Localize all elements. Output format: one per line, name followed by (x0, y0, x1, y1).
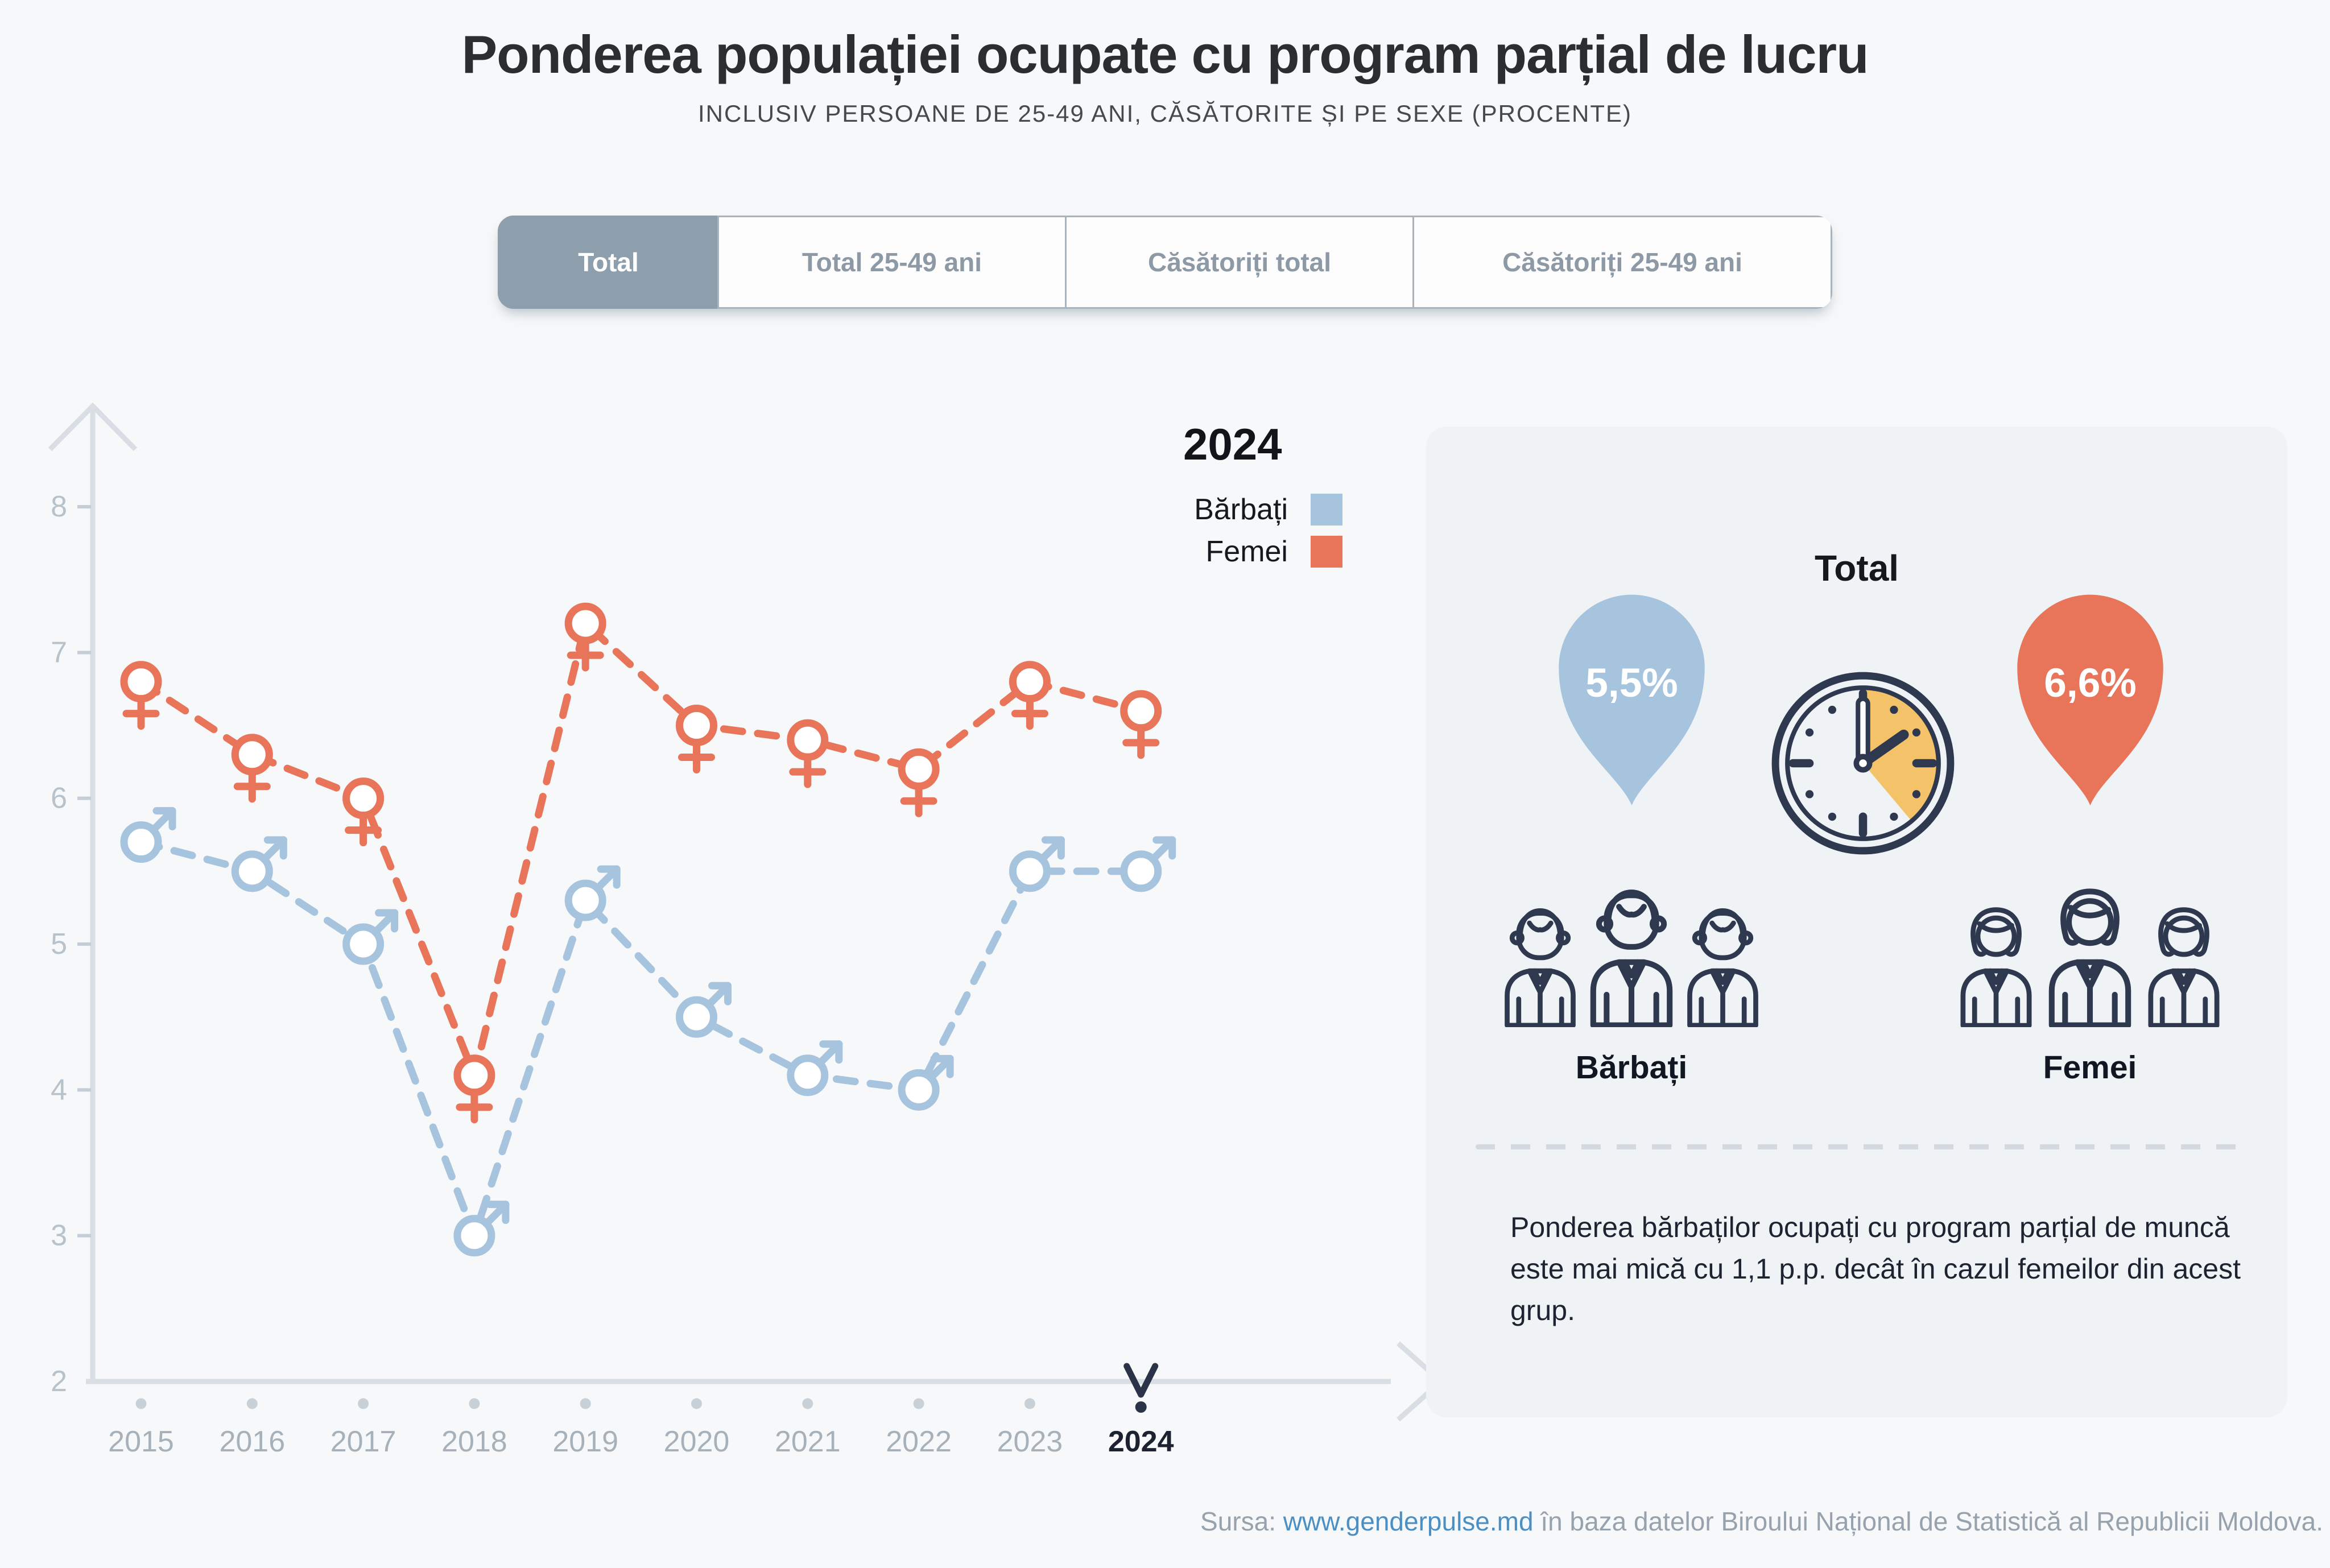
y-tick-label-5: 5 (51, 928, 67, 961)
x-year-label-2023[interactable]: 2023 (997, 1425, 1063, 1458)
tab-total[interactable]: Total (498, 216, 719, 309)
y-tick-label-4: 4 (51, 1073, 67, 1106)
marker-bărbați-2022 (898, 1054, 954, 1111)
legend-swatch-barbati-icon (1311, 494, 1342, 526)
marker-bărbați-2021 (787, 1040, 843, 1097)
women-group-icon (1951, 876, 2229, 1027)
tab-casatoriti-25-49[interactable]: Căsătoriți 25-49 ani (1412, 216, 1832, 309)
marker-femei-2019 (564, 602, 606, 672)
y-tick-label-8: 8 (51, 490, 67, 523)
tab-total-25-49[interactable]: Total 25-49 ani (717, 216, 1067, 309)
year-dot-2022[interactable] (913, 1398, 924, 1409)
marker-femei-2020 (676, 705, 717, 774)
x-year-label-2018[interactable]: 2018 (441, 1425, 507, 1458)
x-year-label-2015[interactable]: 2015 (108, 1425, 174, 1458)
y-axis-arrow-icon (48, 402, 138, 452)
source-prefix: Sursa: (1200, 1507, 1276, 1536)
year-dot-2023[interactable] (1024, 1398, 1035, 1409)
marker-bărbați-2016 (231, 836, 287, 892)
legend-label-barbati: Bărbați (1194, 493, 1288, 526)
year-dot-2016[interactable] (246, 1398, 258, 1409)
tab-casatoriti-25-49-label: Căsătoriți 25-49 ani (1502, 247, 1742, 277)
marker-femei-2015 (120, 661, 162, 730)
legend-rows: Bărbați Femei (1075, 490, 1342, 572)
clock-icon (1771, 672, 1955, 855)
x-year-label-2020[interactable]: 2020 (664, 1425, 730, 1458)
men-group-icon (1492, 876, 1771, 1027)
panel-heading: Total (1814, 548, 1899, 589)
tab-casatoriti-total[interactable]: Căsătoriți total (1065, 216, 1414, 309)
source-line: Sursa: www.genderpulse.md în baza datelo… (1200, 1506, 2323, 1537)
pin-shape-femei (2017, 594, 2163, 806)
legend-label-femei: Femei (1205, 535, 1288, 568)
header: Ponderea populației ocupate cu program p… (0, 24, 2330, 127)
year-dot-2018[interactable] (469, 1398, 480, 1409)
panel-note: Ponderea bărbaților ocupați cu program p… (1510, 1211, 2241, 1326)
y-tick-label-3: 3 (51, 1219, 67, 1252)
legend-item-femei: Femei (1075, 532, 1342, 572)
page-subtitle: INCLUSIV PERSOANE DE 25-49 ANI, CĂSĂTORI… (698, 100, 1632, 127)
page-title: Ponderea populației ocupate cu program p… (461, 24, 1869, 84)
source-link[interactable]: www.genderpulse.md (1283, 1507, 1534, 1536)
series-line-femei (137, 619, 1145, 1079)
legend-item-barbati: Bărbați (1075, 490, 1342, 529)
tab-total-label: Total (578, 247, 639, 277)
line-chart: 2 3 4 5 6 7 8 2015 2016 2017 2018 2019 2020 2021 2022 2… (48, 402, 1445, 1458)
year-dot-2017[interactable] (358, 1398, 369, 1409)
marker-bărbați-2015 (120, 807, 176, 863)
x-year-label-2017[interactable]: 2017 (331, 1425, 396, 1458)
marker-bărbați-2020 (676, 982, 732, 1038)
marker-femei-2022 (898, 748, 940, 817)
dashed-divider (1476, 1144, 2239, 1149)
marker-femei-2024 (1120, 690, 1162, 759)
y-tick-label-6: 6 (51, 782, 67, 815)
tab-casatoriti-total-label: Căsătoriți total (1147, 247, 1332, 277)
marker-bărbați-2023 (1009, 836, 1065, 892)
pin-value-femei: 6,6% (2044, 660, 2136, 706)
marker-bărbați-2018 (453, 1201, 510, 1257)
marker-femei-2017 (342, 777, 385, 847)
marker-femei-2016 (231, 734, 273, 803)
pin-value-barbati: 5,5% (1585, 660, 1678, 706)
x-year-label-2016[interactable]: 2016 (219, 1425, 285, 1458)
legend-year: 2024 (1183, 419, 1282, 469)
pin-shape-barbati (1559, 594, 1705, 806)
marker-bărbați-2017 (342, 909, 399, 965)
marker-femei-2021 (787, 719, 829, 788)
summary-panel: Total 5,5% 6,6% (1426, 427, 2287, 1417)
x-year-label-2021[interactable]: 2021 (775, 1425, 841, 1458)
x-year-label-2024[interactable]: 2024 (1108, 1425, 1174, 1458)
y-tick-label-2: 2 (51, 1365, 67, 1398)
selected-year-marker-icon (1123, 1363, 1159, 1398)
year-dot-2021[interactable] (802, 1398, 813, 1409)
y-tick-label-7: 7 (51, 636, 67, 669)
value-pin-barbati: 5,5% (1551, 590, 1713, 807)
year-dot-2019[interactable] (580, 1398, 591, 1409)
marker-bărbați-2024 (1120, 836, 1176, 892)
series-line-bărbați (137, 838, 1145, 1240)
x-year-label-2022[interactable]: 2022 (886, 1425, 952, 1458)
year-dot-2020[interactable] (691, 1398, 702, 1409)
marker-femei-2023 (1009, 661, 1051, 730)
x-year-label-2019[interactable]: 2019 (552, 1425, 618, 1458)
tab-bar: Total Total 25-49 ani Căsătoriți total C… (498, 216, 1832, 309)
chart-legend: 2024 Bărbați Femei (1075, 419, 1342, 572)
selected-year-dot (1135, 1401, 1147, 1413)
source-suffix: în baza datelor Biroului Național de Sta… (1540, 1507, 2323, 1536)
tab-total-25-49-label: Total 25-49 ani (802, 247, 982, 277)
panel-label-femei: Femei (2043, 1049, 2137, 1086)
year-dot-2015[interactable] (135, 1398, 147, 1409)
panel-label-barbati: Bărbați (1575, 1049, 1688, 1086)
marker-bărbați-2019 (564, 865, 621, 921)
marker-femei-2018 (453, 1054, 495, 1124)
legend-swatch-femei-icon (1311, 536, 1342, 568)
value-pin-femei: 6,6% (2009, 590, 2171, 807)
